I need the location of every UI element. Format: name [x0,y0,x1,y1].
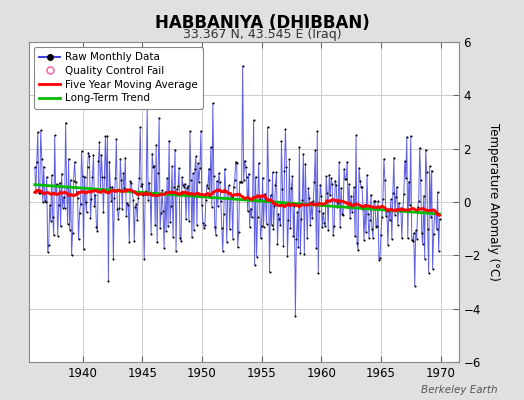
Legend: Raw Monthly Data, Quality Control Fail, Five Year Moving Average, Long-Term Tren: Raw Monthly Data, Quality Control Fail, … [34,47,203,108]
Text: 33.367 N, 43.545 E (Iraq): 33.367 N, 43.545 E (Iraq) [183,28,341,41]
Y-axis label: Temperature Anomaly (°C): Temperature Anomaly (°C) [487,123,500,281]
Text: HABBANIYA (DHIBBAN): HABBANIYA (DHIBBAN) [155,14,369,32]
Text: Berkeley Earth: Berkeley Earth [421,385,498,395]
